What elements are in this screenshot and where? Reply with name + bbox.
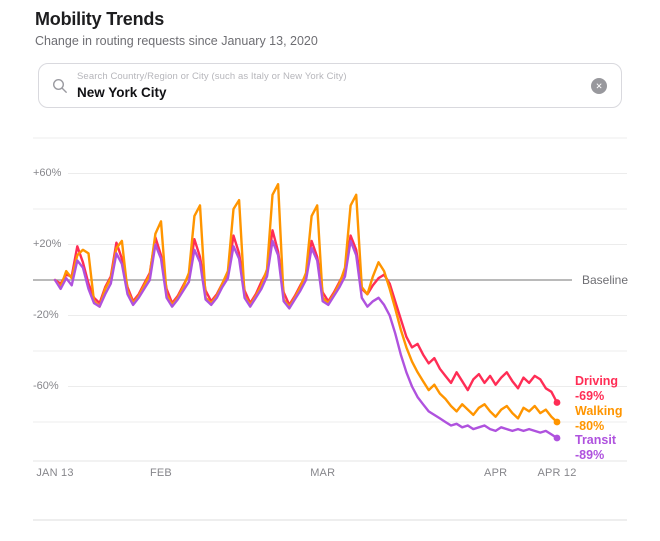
- driving-line: [53, 229, 559, 404]
- transit-end-dot: [553, 434, 561, 442]
- legend-transit: Transit -89%: [575, 433, 616, 462]
- legend-driving: Driving -69%: [575, 374, 618, 403]
- baseline-label: Baseline: [582, 273, 629, 287]
- search-input[interactable]: Search Country/Region or City (such as I…: [38, 63, 622, 108]
- legend-driving-name: Driving: [575, 374, 619, 388]
- y-axis-label: -20%: [33, 308, 65, 321]
- walking-end-dot: [553, 418, 561, 426]
- search-text-block: Search Country/Region or City (such as I…: [77, 71, 347, 100]
- transit-line: [53, 239, 559, 440]
- legend-walking-name: Walking: [575, 404, 623, 418]
- search-value[interactable]: New York City: [77, 85, 167, 100]
- x-axis-label: FEB: [149, 467, 172, 479]
- legend-driving-value: -69%: [575, 388, 605, 403]
- y-axis-label: +60%: [33, 166, 68, 179]
- legend-transit-name: Transit: [575, 433, 616, 447]
- search-placeholder: Search Country/Region or City (such as I…: [77, 71, 347, 82]
- x-axis-label: JAN 13: [36, 467, 74, 479]
- legend-transit-value: -89%: [575, 447, 605, 462]
- x-axis-label: MAR: [310, 467, 336, 479]
- driving-end-dot: [553, 399, 561, 406]
- clear-search-button[interactable]: ✕: [591, 78, 607, 94]
- x-axis-label: APR 12: [537, 467, 577, 479]
- y-axis-label: +20%: [33, 237, 68, 250]
- y-axis-label: -60%: [33, 379, 65, 392]
- page-title: Mobility Trends: [35, 9, 165, 29]
- magnifier-icon: [52, 78, 67, 93]
- page-subtitle: Change in routing requests since January…: [35, 34, 318, 48]
- x-axis-label: APR: [484, 467, 508, 479]
- legend-walking-value: -80%: [575, 418, 605, 433]
- legend-walking: Walking -80%: [575, 404, 622, 433]
